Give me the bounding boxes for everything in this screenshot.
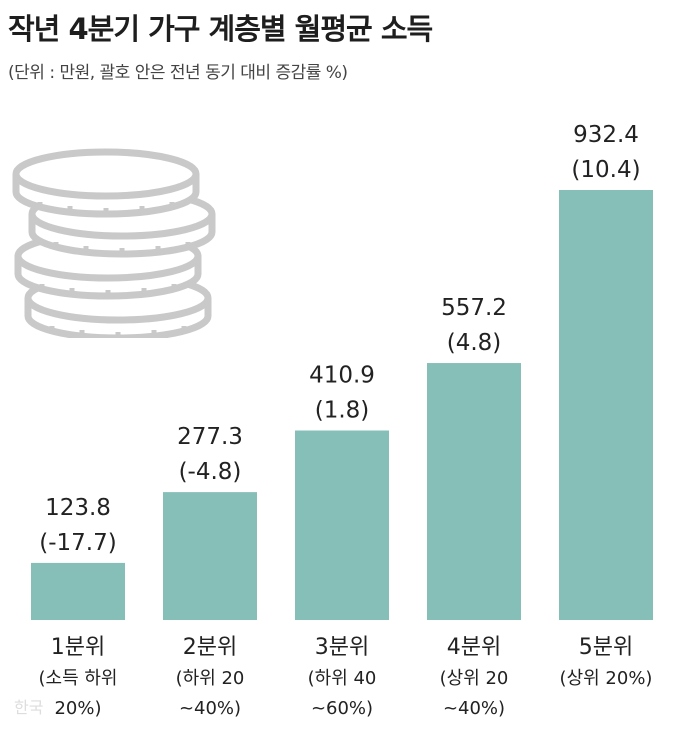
value-label-2: 277.3	[177, 424, 243, 450]
bar-3	[295, 430, 389, 620]
category-label-2-line-2: (하위 20	[176, 668, 245, 689]
value-label-5: 932.4	[573, 122, 639, 148]
bar-2	[163, 492, 257, 620]
chart-subtitle: (단위 : 만원, 괄호 안은 전년 동기 대비 증감률 %)	[8, 63, 348, 83]
category-label-5-line-1: 5분위	[579, 635, 633, 660]
value-label-4: 557.2	[441, 295, 507, 321]
bar-4	[427, 363, 521, 620]
category-label-5-line-2: (상위 20%)	[560, 668, 653, 689]
chart-title: 작년 4분기 가구 계층별 월평균 소득	[8, 12, 433, 46]
change-label-5: (10.4)	[571, 157, 640, 183]
bar-1	[31, 562, 125, 620]
coin-stack-icon	[12, 148, 216, 338]
watermark: 한국	[14, 698, 44, 717]
value-label-1: 123.8	[45, 495, 111, 521]
change-label-3: (1.8)	[315, 398, 370, 424]
value-label-3: 410.9	[309, 363, 375, 389]
category-label-1-line-3: 20%)	[54, 698, 101, 719]
category-label-1-line-1: 1분위	[51, 635, 105, 660]
category-label-4-line-1: 4분위	[447, 635, 501, 660]
category-label-3-line-2: (하위 40	[308, 668, 377, 689]
category-label-4-line-2: (상위 20	[440, 668, 509, 689]
category-label-1-line-2: (소득 하위	[39, 668, 118, 689]
change-label-2: (-4.8)	[179, 459, 242, 485]
change-label-1: (-17.7)	[39, 530, 116, 556]
category-label-4-line-3: ~40%)	[443, 698, 505, 719]
category-label-3-line-1: 3분위	[315, 635, 369, 660]
bar-5	[559, 190, 653, 620]
category-label-3-line-3: ~60%)	[311, 698, 373, 719]
category-label-2-line-1: 2분위	[183, 635, 237, 660]
category-label-2-line-3: ~40%)	[179, 698, 241, 719]
change-label-4: (4.8)	[447, 330, 502, 356]
